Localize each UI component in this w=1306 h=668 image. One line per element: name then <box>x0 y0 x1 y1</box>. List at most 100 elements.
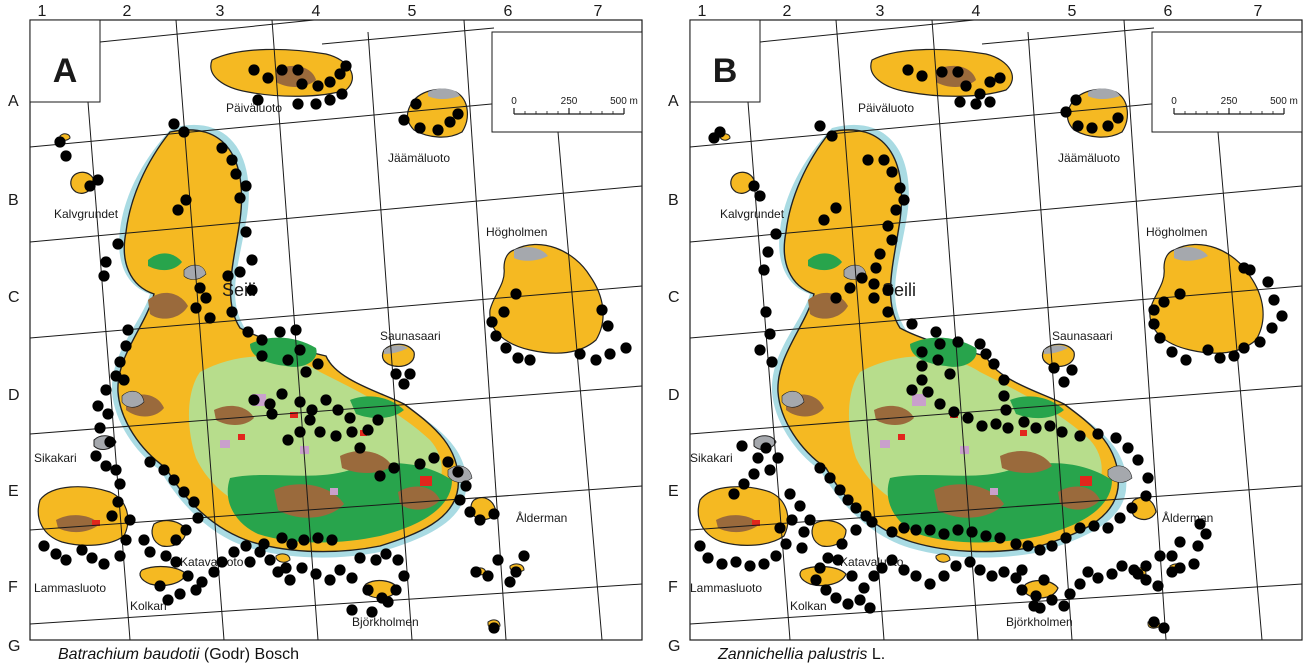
occurrence-dot <box>882 306 894 318</box>
occurrence-dot <box>490 330 502 342</box>
place-label-jaamaluoto: Jäämäluoto <box>388 151 450 165</box>
occurrence-dot <box>786 514 798 526</box>
occurrence-dot <box>1238 262 1250 274</box>
occurrence-dot <box>976 420 988 432</box>
occurrence-dot <box>882 284 894 296</box>
occurrence-dot <box>276 532 288 544</box>
occurrence-dot <box>898 522 910 534</box>
occurrence-dot <box>1044 420 1056 432</box>
occurrence-dot <box>442 456 454 468</box>
occurrence-dot <box>362 424 374 436</box>
occurrence-dot <box>332 404 344 416</box>
occurrence-dot <box>1148 616 1160 628</box>
occurrence-dot <box>868 570 880 582</box>
occurrence-dot <box>398 378 410 390</box>
occurrence-dot <box>796 542 808 554</box>
occurrence-dot <box>98 558 110 570</box>
occurrence-dot <box>380 548 392 560</box>
occurrence-dot <box>780 538 792 550</box>
occurrence-dot <box>984 96 996 108</box>
occurrence-dot <box>216 556 228 568</box>
occurrence-dot <box>844 282 856 294</box>
occurrence-dot <box>764 464 776 476</box>
occurrence-dot <box>296 78 308 90</box>
occurrence-dot <box>154 580 166 592</box>
occurrence-dot <box>1166 550 1178 562</box>
place-labels-a: Seili Päiväluoto Jäämäluoto Kalvgrundet … <box>34 101 567 629</box>
occurrence-dot <box>708 132 720 144</box>
occurrence-dot <box>122 324 134 336</box>
occurrence-dot <box>716 558 728 570</box>
occurrence-dot <box>762 246 774 258</box>
occurrence-dot <box>980 348 992 360</box>
occurrence-dot <box>292 64 304 76</box>
occurrence-dot <box>444 116 456 128</box>
occurrence-dot <box>336 88 348 100</box>
row-labels-a: A B C D E F G <box>8 93 20 655</box>
occurrence-dot <box>766 356 778 368</box>
place-label-sikakari: Sikakari <box>34 451 77 465</box>
occurrence-dot <box>886 554 898 566</box>
occurrence-dot <box>112 496 124 508</box>
occurrence-dot <box>938 528 950 540</box>
column-label: 2 <box>783 3 792 20</box>
occurrence-dot <box>748 180 760 192</box>
occurrence-dot <box>758 264 770 276</box>
occurrence-dot <box>1238 342 1250 354</box>
occurrence-dot <box>388 462 400 474</box>
occurrence-dot <box>834 484 846 496</box>
occurrence-dot <box>596 304 608 316</box>
occurrence-dot <box>230 168 242 180</box>
occurrence-dot <box>314 426 326 438</box>
occurrence-dot <box>114 550 126 562</box>
occurrence-dot <box>822 552 834 564</box>
occurrence-dot <box>620 342 632 354</box>
occurrence-dot <box>1002 422 1014 434</box>
occurrence-dot <box>346 604 358 616</box>
occurrence-dot <box>160 550 172 562</box>
occurrence-dot <box>952 524 964 536</box>
occurrence-dot <box>936 66 948 78</box>
occurrence-dot <box>274 326 286 338</box>
occurrence-dot <box>144 546 156 558</box>
row-label: B <box>668 192 679 209</box>
row-label: E <box>8 483 19 500</box>
occurrence-dot <box>758 558 770 570</box>
occurrence-dot <box>794 500 806 512</box>
occurrence-dot <box>488 622 500 634</box>
occurrence-dot <box>344 412 356 424</box>
occurrence-dot <box>168 118 180 130</box>
occurrence-dot <box>1102 120 1114 132</box>
occurrence-dot <box>924 578 936 590</box>
occurrence-dot <box>898 564 910 576</box>
place-label-bjorkholmen: Björkholmen <box>352 615 419 629</box>
occurrence-dot <box>830 592 842 604</box>
occurrence-dot <box>120 534 132 546</box>
column-label: 5 <box>1068 3 1077 20</box>
place-label-bjorkholmen: Björkholmen <box>1006 615 1073 629</box>
occurrence-dot <box>262 72 274 84</box>
occurrence-dot <box>1154 550 1166 562</box>
occurrence-dot <box>858 582 870 594</box>
occurrence-dot <box>240 540 252 552</box>
occurrence-dot <box>830 292 842 304</box>
island-map-a <box>29 19 643 641</box>
column-label: 2 <box>123 3 132 20</box>
occurrence-dot <box>916 70 928 82</box>
column-label: 1 <box>38 3 47 20</box>
occurrence-dot <box>248 394 260 406</box>
occurrence-dot <box>994 72 1006 84</box>
row-label: G <box>668 638 680 655</box>
occurrence-dot <box>482 570 494 582</box>
occurrence-dot <box>474 514 486 526</box>
place-labels-b: Seili Päiväluoto Jäämäluoto Kalvgrundet … <box>690 101 1213 629</box>
occurrence-dot <box>702 552 714 564</box>
occurrence-dot <box>366 606 378 618</box>
occurrence-dot <box>1148 304 1160 316</box>
column-label: 4 <box>972 3 981 20</box>
occurrence-dot <box>252 94 264 106</box>
scale-bar-b: 0 250 500 m <box>1171 96 1298 107</box>
occurrence-dot <box>1038 574 1050 586</box>
place-label-kolkan: Kolkan <box>130 599 167 613</box>
occurrence-dot <box>452 466 464 478</box>
